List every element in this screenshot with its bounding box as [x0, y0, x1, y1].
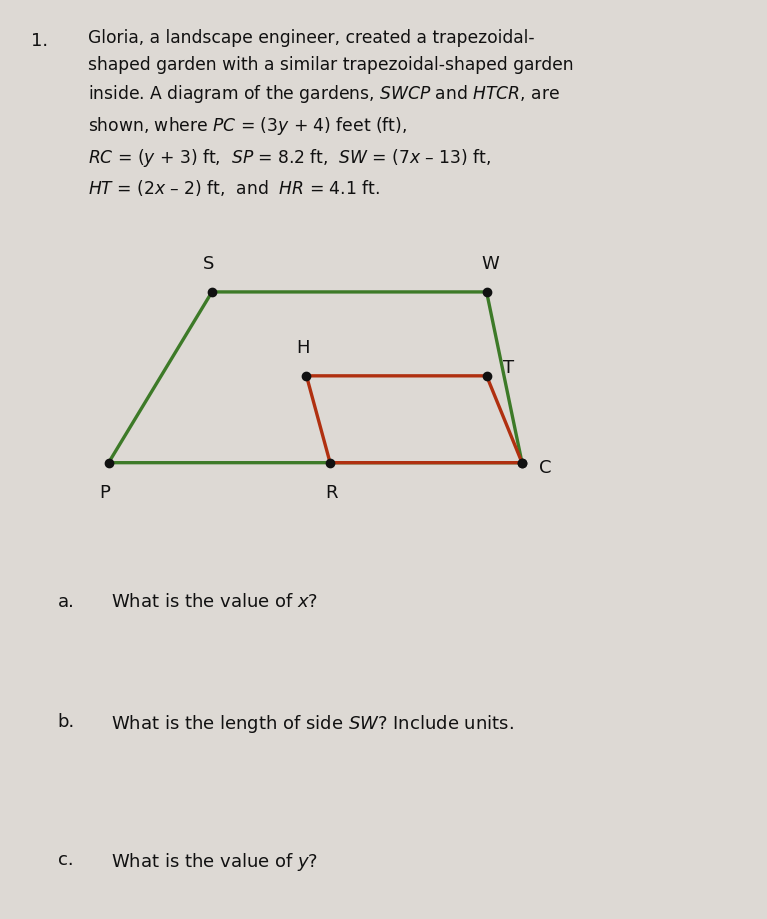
Text: 1.: 1. [31, 32, 48, 51]
Text: b.: b. [58, 712, 74, 731]
Text: R: R [325, 483, 337, 502]
Text: H: H [296, 338, 309, 357]
Text: What is the value of $\mathit{x}$?: What is the value of $\mathit{x}$? [111, 593, 318, 611]
Text: T: T [503, 358, 515, 376]
Text: C: C [539, 459, 551, 477]
Text: What is the value of $\mathit{y}$?: What is the value of $\mathit{y}$? [111, 850, 318, 872]
Text: W: W [482, 255, 499, 272]
Text: Gloria, a landscape engineer, created a trapezoidal-
shaped garden with a simila: Gloria, a landscape engineer, created a … [88, 29, 574, 198]
Text: S: S [202, 255, 214, 272]
Text: a.: a. [58, 593, 74, 611]
Text: What is the length of side $\mathit{SW}$? Include units.: What is the length of side $\mathit{SW}$… [111, 712, 514, 734]
Text: P: P [100, 483, 110, 502]
Text: c.: c. [58, 850, 73, 868]
